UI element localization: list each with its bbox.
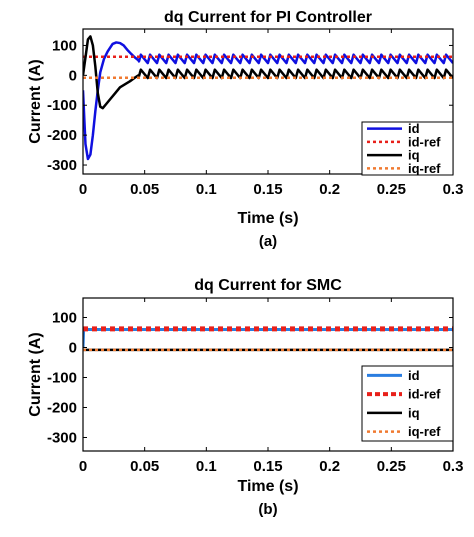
y-tick-label: -100	[47, 370, 77, 387]
x-tick-label: 0.2	[319, 458, 340, 475]
x-tick-label: 0.3	[443, 181, 464, 198]
legend-box	[361, 365, 454, 442]
x-tick-label: 0.05	[130, 181, 159, 198]
legend-box	[361, 121, 454, 176]
x-axis-label: Time (s)	[237, 478, 298, 495]
series-group	[83, 326, 453, 352]
legend-label-id: id	[408, 121, 420, 136]
x-tick-label: 0	[79, 458, 87, 475]
series-line-iq	[83, 35, 453, 110]
x-tick-label: 0.15	[253, 458, 282, 475]
x-tick-label: 0.25	[377, 458, 406, 475]
chart-caption: (a)	[259, 233, 277, 250]
legend-label-iq-ref: iq-ref	[408, 424, 441, 439]
series-group	[83, 35, 453, 161]
legend-label-id-ref: id-ref	[408, 387, 441, 402]
x-tick-label: 0.05	[130, 458, 159, 475]
series-line-id	[83, 41, 453, 161]
y-tick-label: -100	[47, 97, 77, 114]
y-tick-label: -200	[47, 400, 77, 417]
y-tick-label: 100	[52, 310, 77, 327]
y-tick-label: -300	[47, 430, 77, 447]
y-axis-label: Current (A)	[27, 59, 44, 143]
legend-label-id-ref: id-ref	[408, 134, 441, 149]
y-tick-label: -300	[47, 157, 77, 174]
legend-label-iq: iq	[408, 405, 420, 420]
series-line-id	[83, 328, 453, 348]
x-tick-label: 0.1	[196, 458, 217, 475]
chart-a: dq Current for PI Controller 0 0.05 0.1 0.15…	[27, 9, 463, 250]
legend-label-iq: iq	[408, 148, 420, 163]
chart-title: dq Current for SMC	[194, 277, 342, 294]
x-tick-label: 0.2	[319, 181, 340, 198]
x-tick-label: 0.1	[196, 181, 217, 198]
y-tick-label: -200	[47, 127, 77, 144]
x-tick-label: 0.15	[253, 181, 282, 198]
chart-title: dq Current for PI Controller	[164, 9, 372, 26]
x-tick-label: 0.3	[443, 458, 464, 475]
chart-caption: (b)	[258, 501, 277, 518]
x-tick-label: 0	[79, 181, 87, 198]
y-tick-label: 0	[69, 340, 77, 357]
legend-label-id: id	[408, 368, 420, 383]
chart-b: dq Current for SMC 0 0.05 0.1 0.15 0.2 0.25 0.3…	[27, 277, 463, 518]
y-axis-label: Current (A)	[27, 332, 44, 416]
x-axis-label: Time (s)	[237, 210, 298, 227]
x-tick-label: 0.25	[377, 181, 406, 198]
y-tick-label: 100	[52, 37, 77, 54]
y-tick-label: 0	[69, 67, 77, 84]
legend: id id-ref iq iq-ref	[361, 365, 454, 442]
legend-label-iq-ref: iq-ref	[408, 161, 441, 176]
